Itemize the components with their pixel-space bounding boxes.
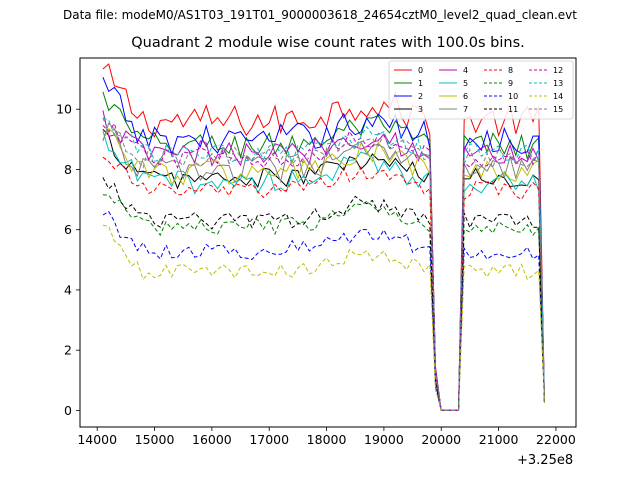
x-offset-label: +3.25e8 [517, 453, 574, 468]
series-line-10 [102, 210, 545, 411]
series-line-9 [102, 194, 545, 411]
ticks-layer: 14000 15000 16000 17000 18000 19000 20000 21000… [56, 102, 576, 447]
legend-label: 4 [463, 66, 468, 75]
legend-label: 1 [418, 79, 423, 88]
x-tick-label: 14000 [77, 432, 117, 447]
legend-box [388, 60, 574, 120]
legend-label: 13 [553, 79, 563, 88]
axes-frame [79, 57, 577, 428]
legend-label: 8 [508, 66, 513, 75]
legend-label: 15 [553, 105, 563, 114]
x-tick-label: 18000 [307, 432, 347, 447]
series-line-5 [102, 130, 545, 411]
legend-label: 12 [553, 66, 563, 75]
y-tick-label: 4 [64, 282, 72, 297]
x-tick-label: 19000 [364, 432, 404, 447]
series-line-8 [102, 156, 545, 411]
series-line-15 [102, 117, 545, 411]
x-tick-label: 22000 [536, 432, 576, 447]
series-line-12 [102, 122, 545, 411]
y-tick-label: 2 [64, 343, 72, 358]
suptitle: Data file: modeM0/AS1T03_191T01_90000036… [63, 8, 577, 22]
legend-label: 7 [463, 105, 468, 114]
legend-label: 0 [418, 66, 423, 75]
series-line-6 [102, 128, 545, 411]
series-line-13 [102, 117, 545, 411]
legend-label: 6 [463, 92, 468, 101]
x-tick-label: 15000 [135, 432, 175, 447]
x-tick-label: 16000 [192, 432, 232, 447]
legend-label: 9 [508, 79, 513, 88]
legend-label: 2 [418, 92, 423, 101]
y-tick-label: 8 [64, 162, 72, 177]
chart-title: Quadrant 2 module wise count rates with … [131, 35, 525, 51]
x-tick-label: 21000 [479, 432, 519, 447]
series-layer [102, 63, 545, 411]
legend-label: 14 [553, 92, 563, 101]
series-line-14 [102, 224, 545, 411]
legend-label: 10 [508, 92, 518, 101]
x-tick-label: 20000 [421, 432, 461, 447]
legend-label: 11 [508, 105, 518, 114]
y-tick-label: 0 [64, 403, 72, 418]
x-tick-label: 17000 [249, 432, 289, 447]
series-line-2 [102, 77, 545, 411]
legend-label: 3 [418, 105, 423, 114]
y-tick-label: 10 [56, 102, 72, 117]
legend-label: 5 [463, 79, 468, 88]
y-tick-label: 6 [64, 222, 72, 237]
series-line-11 [102, 177, 545, 411]
series-line-7 [102, 122, 545, 411]
series-line-4 [102, 110, 545, 411]
